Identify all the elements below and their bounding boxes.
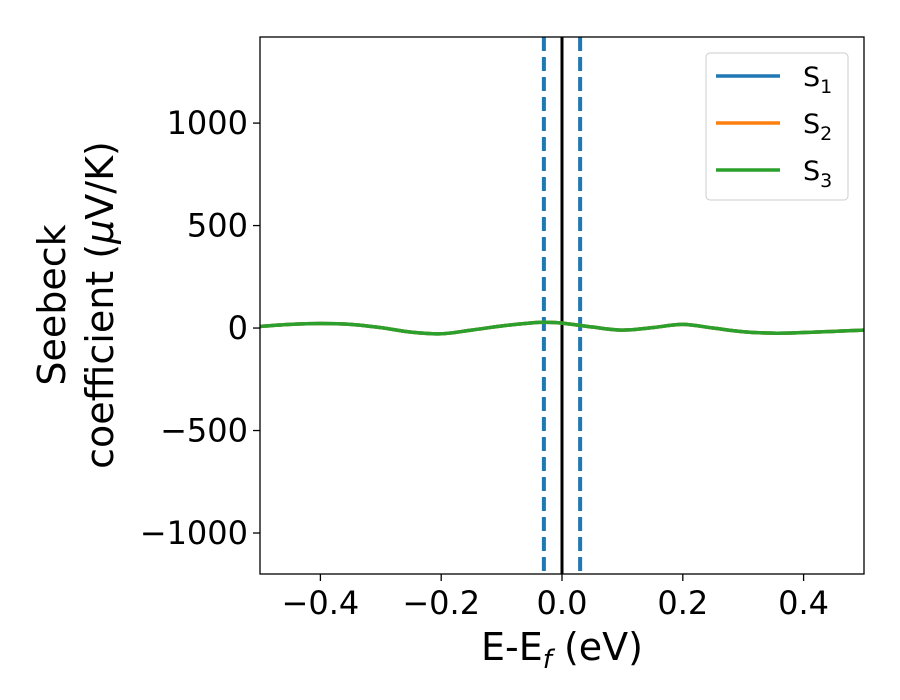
x-axis-ticks: −0.4 −0.2 0.0 0.2 0.4 <box>282 574 829 622</box>
x-tick-label: 0.0 <box>537 584 588 622</box>
x-tick-label: −0.2 <box>402 584 480 622</box>
x-tick-label: 0.4 <box>778 584 829 622</box>
legend-box <box>705 52 849 201</box>
reference-lines <box>541 37 583 574</box>
x-axis-title: E-Ef (eV) <box>481 625 643 675</box>
series-lines <box>260 320 864 336</box>
x-tick-label: −0.4 <box>282 584 360 622</box>
y-axis-title: Seebeck coefficient (μV/K) <box>30 141 122 469</box>
legend-label-s1: S1 <box>803 62 832 98</box>
y-tick-label: 0 <box>228 309 248 347</box>
y-axis-title-line1: Seebeck <box>30 224 74 385</box>
y-tick-label: 500 <box>187 207 248 245</box>
y-axis-ticks: −1000 −500 0 500 1000 <box>140 104 260 552</box>
x-tick-label: 0.2 <box>657 584 708 622</box>
series-line-s3 <box>260 320 864 336</box>
y-tick-label: 1000 <box>167 104 248 142</box>
y-axis-title-line2: coefficient (μV/K) <box>78 141 122 469</box>
legend: S1 S2 S3 <box>705 52 849 201</box>
legend-label-s3: S3 <box>803 156 832 192</box>
y-tick-label: −1000 <box>140 514 248 552</box>
legend-label-s2: S2 <box>803 109 832 145</box>
y-tick-label: −500 <box>160 412 248 450</box>
